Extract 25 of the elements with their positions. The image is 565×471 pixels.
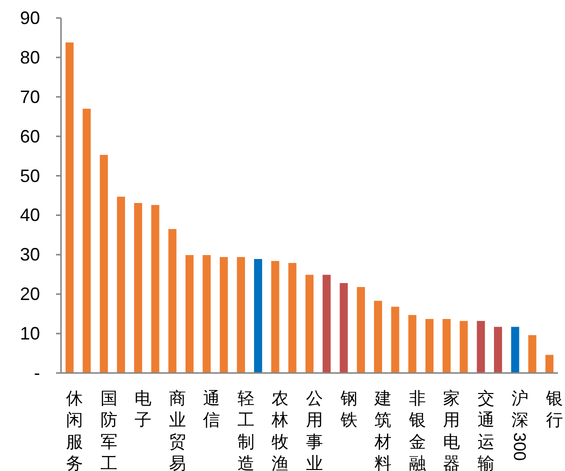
y-tick-label: 70 (20, 86, 40, 107)
y-tick-label: 40 (20, 205, 40, 226)
x-tick-label: 商业贸易 (168, 389, 186, 471)
x-tick-label: 公用事业 (306, 389, 323, 471)
x-tick-label: 交通运输 (477, 389, 494, 471)
y-tick-label: - (34, 363, 40, 383)
x-tick-label: 通信 (203, 389, 220, 430)
y-tick-label: 80 (20, 47, 40, 68)
y-tick-label: 90 (20, 8, 40, 28)
x-tick-label: 电子 (134, 389, 152, 430)
x-tick-label: 钢铁 (340, 389, 358, 430)
x-tick-label: 非银金融 (408, 389, 426, 471)
y-tick-label: 10 (20, 324, 40, 344)
y-tick-label: 20 (20, 284, 40, 304)
y-tick-label: 60 (20, 126, 40, 146)
x-tick-label: 建筑材料 (374, 389, 392, 471)
x-tick-label: 家用电器 (443, 389, 460, 471)
x-tick-label: 轻工制造 (237, 389, 254, 471)
x-tick-label: 国防军工 (100, 389, 118, 471)
y-tick-label: 50 (20, 166, 40, 186)
x-tick-label: 休闲服务 (66, 389, 84, 471)
x-tick-label: 农林牧渔 (272, 389, 289, 471)
x-tick-label: 银行 (546, 389, 563, 430)
y-tick-label: 30 (20, 244, 40, 265)
x-tick-label: 沪深300 (510, 389, 530, 461)
